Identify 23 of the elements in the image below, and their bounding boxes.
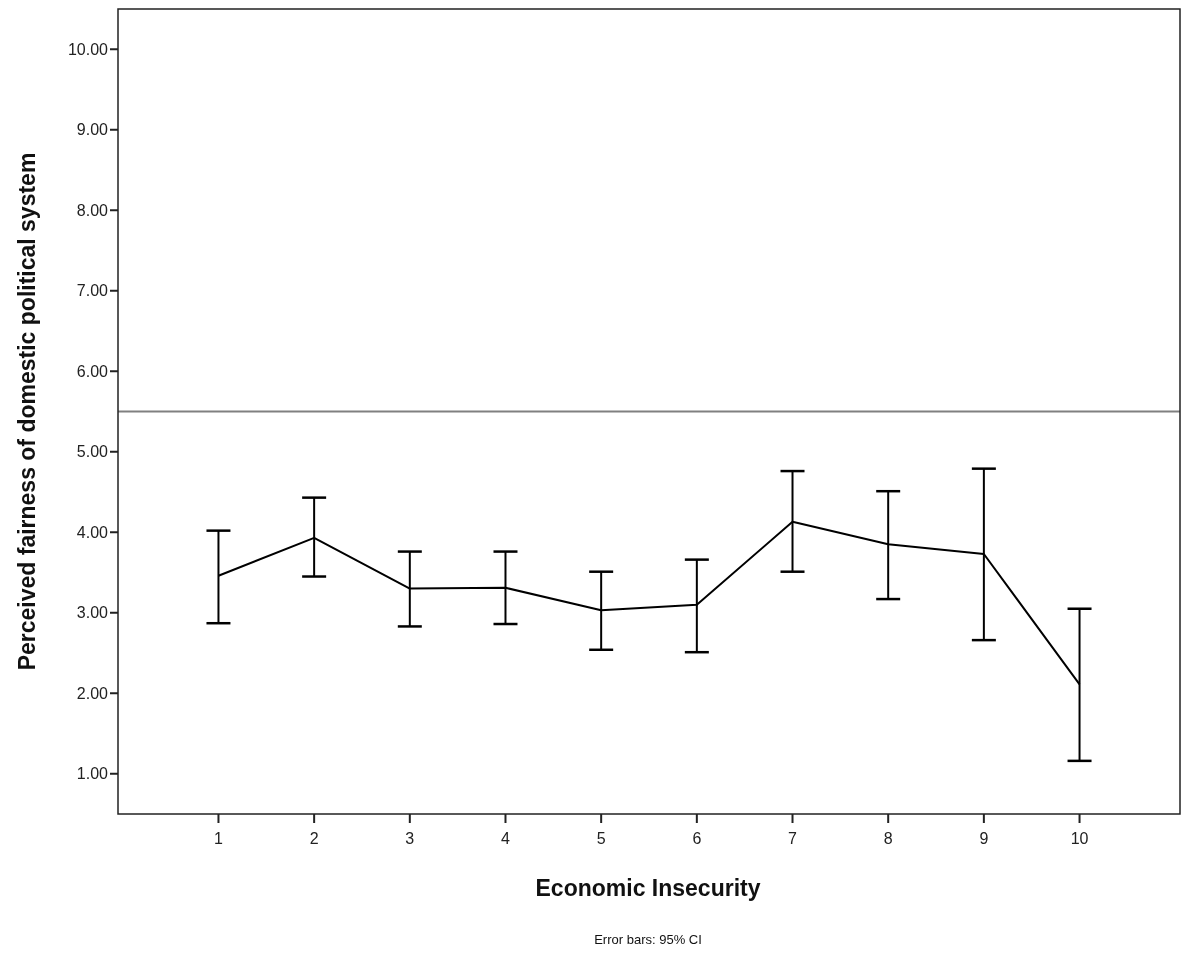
y-tick-label: 10.00 bbox=[67, 40, 109, 58]
y-axis-title: Perceived fairness of domestic political system bbox=[14, 152, 40, 671]
y-tick-label: 4.00 bbox=[76, 523, 109, 541]
text: Error bars: 95% CI bbox=[594, 932, 702, 947]
y-tick-label: 9.00 bbox=[76, 121, 109, 139]
x-tick-label: 10 bbox=[1070, 830, 1089, 847]
x-tick-label: 2 bbox=[309, 830, 319, 847]
x-tick-label: 3 bbox=[405, 830, 415, 847]
y-tick-label: 5.00 bbox=[76, 443, 109, 461]
y-tick-label: 7.00 bbox=[76, 282, 109, 300]
y-tick-label: 8.00 bbox=[76, 201, 109, 219]
y-tick-label: 2.00 bbox=[76, 684, 109, 702]
x-tick-label: 1 bbox=[214, 830, 224, 847]
x-tick-label: 9 bbox=[979, 830, 989, 847]
x-tick-label: 5 bbox=[596, 830, 606, 847]
y-tick-label: 1.00 bbox=[76, 765, 109, 783]
x-axis-title: Economic Insecurity bbox=[535, 875, 761, 901]
y-tick-label: 6.00 bbox=[76, 362, 109, 380]
x-tick-label: 4 bbox=[501, 830, 511, 847]
y-tick-label: 3.00 bbox=[76, 604, 109, 622]
x-tick-label: 6 bbox=[692, 830, 702, 847]
x-tick-label: 8 bbox=[883, 830, 893, 847]
x-tick-label: 7 bbox=[788, 830, 798, 847]
